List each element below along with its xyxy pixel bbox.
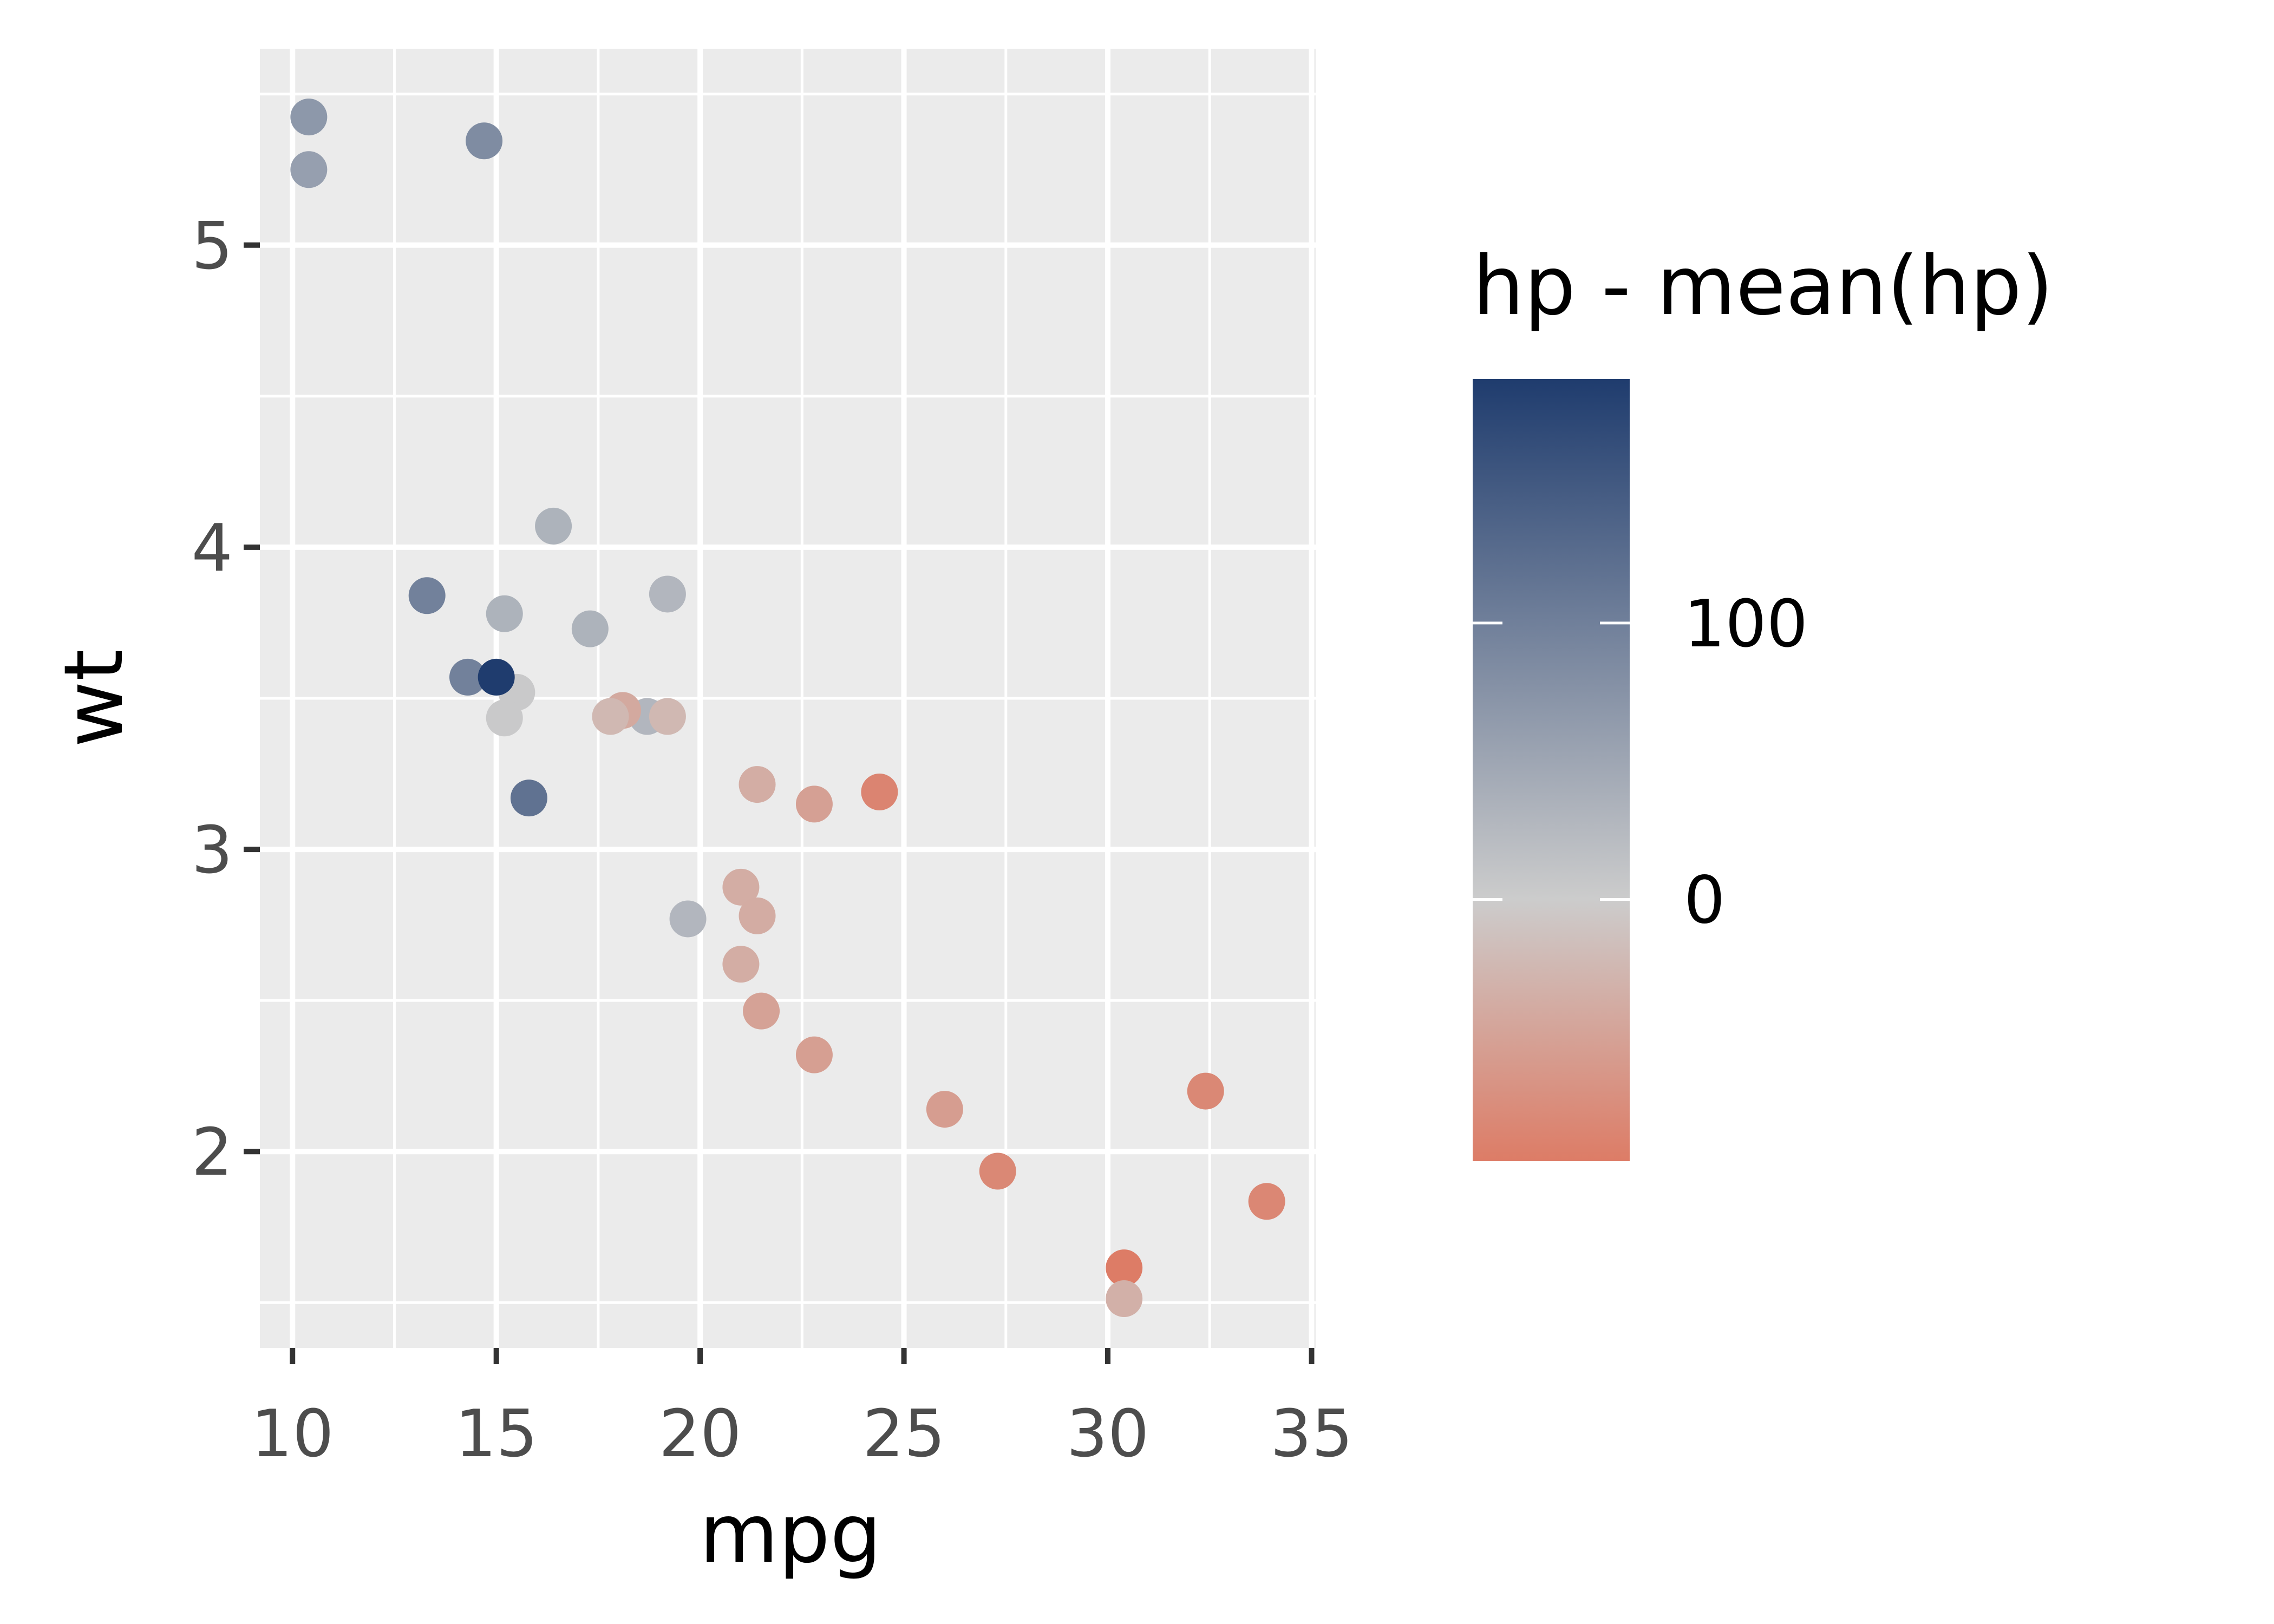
x-tick-label: 15: [455, 1397, 538, 1472]
legend-title: hp - mean(hp): [1473, 239, 2054, 333]
x-tick-label: 20: [659, 1397, 742, 1472]
data-point: [861, 774, 898, 811]
major-gridlines: [260, 49, 1316, 1348]
colorbar-tick-label: 100: [1684, 587, 1808, 662]
y-tick-label: 5: [192, 209, 233, 284]
data-point: [743, 992, 780, 1030]
data-points: [290, 99, 1285, 1318]
data-point: [649, 698, 686, 735]
data-point: [449, 658, 486, 696]
data-point: [739, 766, 776, 803]
y-tick-label: 2: [192, 1115, 233, 1190]
data-point: [795, 1036, 833, 1073]
data-point: [649, 575, 686, 613]
data-point: [979, 1152, 1016, 1190]
y-tick-label: 3: [192, 813, 233, 888]
data-point: [486, 595, 523, 632]
data-point: [478, 658, 515, 696]
data-point: [510, 780, 547, 817]
data-point: [1187, 1072, 1224, 1110]
data-point: [1106, 1280, 1143, 1318]
x-tick-label: 10: [251, 1397, 334, 1472]
y-axis: 2 3 4 5: [192, 209, 260, 1190]
data-point: [739, 897, 776, 934]
data-point: [290, 151, 328, 188]
data-point: [926, 1091, 963, 1128]
y-axis-title: wt: [47, 649, 141, 748]
color-legend: hp - mean(hp) 0 100: [1473, 239, 2054, 1161]
data-point: [466, 122, 503, 160]
data-point: [722, 868, 760, 906]
data-point: [486, 699, 523, 737]
data-point: [535, 507, 572, 545]
data-point: [290, 99, 328, 136]
colorbar: [1473, 379, 1630, 1161]
colorbar-tick-label: 0: [1684, 863, 1725, 938]
y-tick-label: 4: [192, 511, 233, 586]
data-point: [669, 900, 707, 938]
x-tick-label: 25: [862, 1397, 945, 1472]
data-point: [1248, 1183, 1285, 1220]
data-point: [592, 698, 629, 735]
data-point: [571, 610, 609, 647]
x-axis: 10 15 20 25 30 35: [251, 1348, 1353, 1472]
data-point: [722, 946, 760, 983]
x-tick-label: 35: [1270, 1397, 1353, 1472]
minor-gridlines: [260, 49, 1316, 1348]
x-tick-label: 30: [1067, 1397, 1149, 1472]
data-point: [795, 785, 833, 823]
data-point: [1106, 1249, 1143, 1287]
colorbar-ticks: 0 100: [1473, 587, 1808, 938]
data-point: [408, 577, 446, 614]
x-axis-title: mpg: [700, 1487, 882, 1581]
